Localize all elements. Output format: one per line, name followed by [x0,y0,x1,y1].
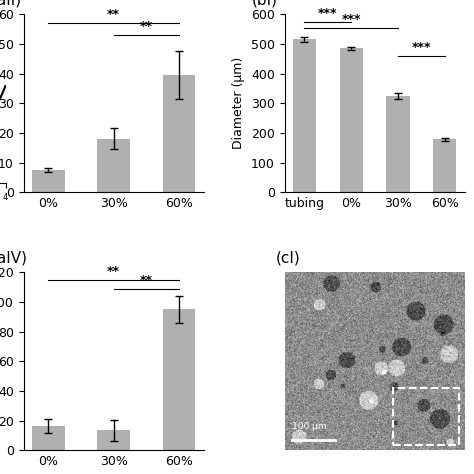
Bar [32,170,64,192]
Text: **: ** [107,9,120,21]
Bar [97,139,130,192]
Bar [32,426,64,450]
Text: **: ** [140,274,153,287]
Text: (aII): (aII) [0,0,21,8]
Bar [339,48,363,192]
Bar [97,430,130,450]
Text: (bI): (bI) [252,0,278,8]
Text: ***: *** [341,13,361,26]
Bar [386,96,410,192]
Bar [293,39,316,192]
Text: ***: *** [411,41,431,54]
Text: 100 μm: 100 μm [292,422,327,431]
Bar [433,139,456,192]
Bar [163,75,195,192]
Y-axis label: Diameter (μm): Diameter (μm) [232,57,246,149]
Text: **: ** [107,265,120,278]
Text: (aIV): (aIV) [0,251,27,266]
Bar [392,388,459,445]
Text: ***: *** [318,7,337,20]
Bar [163,310,195,450]
Text: **: ** [140,20,153,33]
Text: (cI): (cI) [275,251,301,266]
